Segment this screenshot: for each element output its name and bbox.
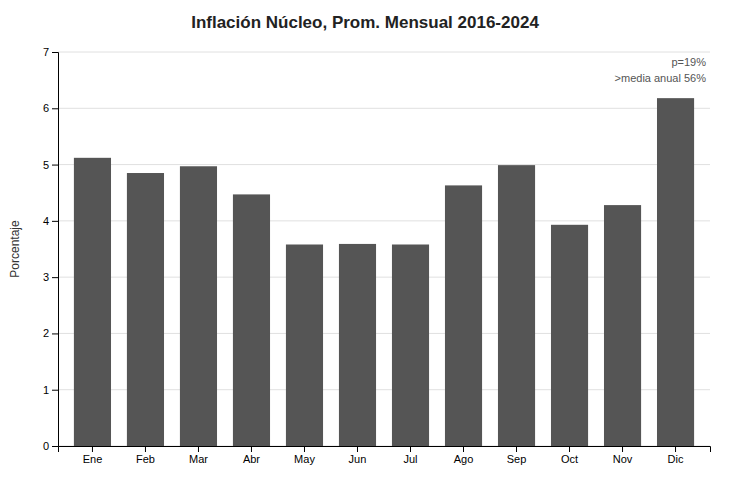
bar (604, 205, 641, 446)
x-tick-mark (251, 446, 252, 452)
x-tick: Dic (668, 446, 684, 465)
x-tick-mark (198, 446, 199, 452)
x-tick: May (294, 446, 315, 465)
chart-svg: 0 1 2 3 4 5 6 7 Ene Feb Mar Abr May Jun Jul Ago Sep Oct No… (0, 0, 730, 482)
y-tick-label: 5 (43, 159, 49, 171)
bar (498, 165, 535, 446)
x-tick: Sep (507, 446, 527, 465)
x-tick: Jun (349, 446, 367, 465)
y-axis: 0 1 2 3 4 5 6 7 (43, 46, 59, 452)
y-tick: 0 (43, 440, 58, 452)
x-tick-label: Jul (403, 453, 417, 465)
y-tick: 2 (43, 327, 58, 339)
y-axis-title: Porcentaje (8, 220, 22, 278)
y-tick: 7 (43, 46, 58, 58)
bar (657, 98, 694, 446)
x-tick: Ago (454, 446, 474, 465)
bar (127, 173, 164, 446)
bar (233, 194, 270, 446)
y-tick: 5 (43, 159, 58, 171)
bar (286, 244, 323, 446)
y-tick: 6 (43, 102, 58, 114)
x-tick-mark (410, 446, 411, 452)
bar (445, 185, 482, 446)
x-tick-mark (516, 446, 517, 452)
y-tick-mark (52, 277, 58, 278)
y-tick-mark (52, 390, 58, 391)
annotation: p=19% (671, 56, 706, 68)
annotations: p=19% >media anual 56% (615, 56, 707, 84)
y-tick-label: 1 (43, 384, 49, 396)
x-tick: Jul (403, 446, 417, 465)
bar (392, 244, 429, 446)
x-axis-line (59, 447, 711, 453)
x-tick: Nov (613, 446, 633, 465)
x-tick-mark (304, 446, 305, 452)
y-tick-mark (52, 221, 58, 222)
grid-line (58, 52, 710, 53)
y-tick-mark (52, 165, 58, 166)
x-tick-mark (569, 446, 570, 452)
grid-line (58, 164, 710, 165)
bar (74, 158, 111, 446)
x-tick-mark (675, 446, 676, 452)
y-tick-mark (52, 446, 58, 447)
x-tick-label: May (294, 453, 315, 465)
y-tick-label: 2 (43, 327, 49, 339)
x-tick-label: Sep (507, 453, 527, 465)
x-tick-label: Jun (349, 453, 367, 465)
x-tick-mark (145, 446, 146, 452)
y-tick: 4 (43, 215, 58, 227)
x-tick-mark (92, 446, 93, 452)
x-tick-mark (622, 446, 623, 452)
x-tick-label: Oct (561, 453, 578, 465)
y-tick-mark (52, 333, 58, 334)
grid-line (58, 108, 710, 109)
x-tick: Abr (243, 446, 260, 465)
y-tick-label: 3 (43, 271, 49, 283)
y-tick: 3 (43, 271, 58, 283)
y-axis-line (52, 53, 59, 447)
x-tick-label: Dic (668, 453, 684, 465)
x-tick: Ene (83, 446, 103, 465)
bar (551, 225, 588, 446)
y-tick-label: 4 (43, 215, 49, 227)
y-tick-label: 7 (43, 46, 49, 58)
grid (58, 52, 710, 446)
x-tick-label: Abr (243, 453, 260, 465)
x-tick-mark (463, 446, 464, 452)
plot-area: 0 1 2 3 4 5 6 7 Ene Feb Mar Abr May Jun Jul Ago Sep Oct No… (43, 46, 711, 465)
x-tick-label: Ene (83, 453, 103, 465)
x-tick-label: Mar (189, 453, 208, 465)
bar (339, 244, 376, 446)
y-tick-mark (52, 52, 58, 53)
annotation: >media anual 56% (615, 72, 707, 84)
chart-title: Inflación Núcleo, Prom. Mensual 2016-202… (191, 13, 539, 32)
x-tick-label: Feb (136, 453, 155, 465)
x-tick: Mar (189, 446, 208, 465)
y-tick-mark (52, 108, 58, 109)
x-tick-label: Nov (613, 453, 633, 465)
y-tick: 1 (43, 384, 58, 396)
bar (180, 166, 217, 446)
x-axis: Ene Feb Mar Abr May Jun Jul Ago Sep Oct Nov Dic (59, 446, 711, 465)
y-tick-label: 0 (43, 440, 49, 452)
y-tick-label: 6 (43, 102, 49, 114)
x-tick-label: Ago (454, 453, 474, 465)
x-tick: Feb (136, 446, 155, 465)
x-tick: Oct (561, 446, 578, 465)
x-tick-mark (357, 446, 358, 452)
bars (74, 98, 694, 446)
